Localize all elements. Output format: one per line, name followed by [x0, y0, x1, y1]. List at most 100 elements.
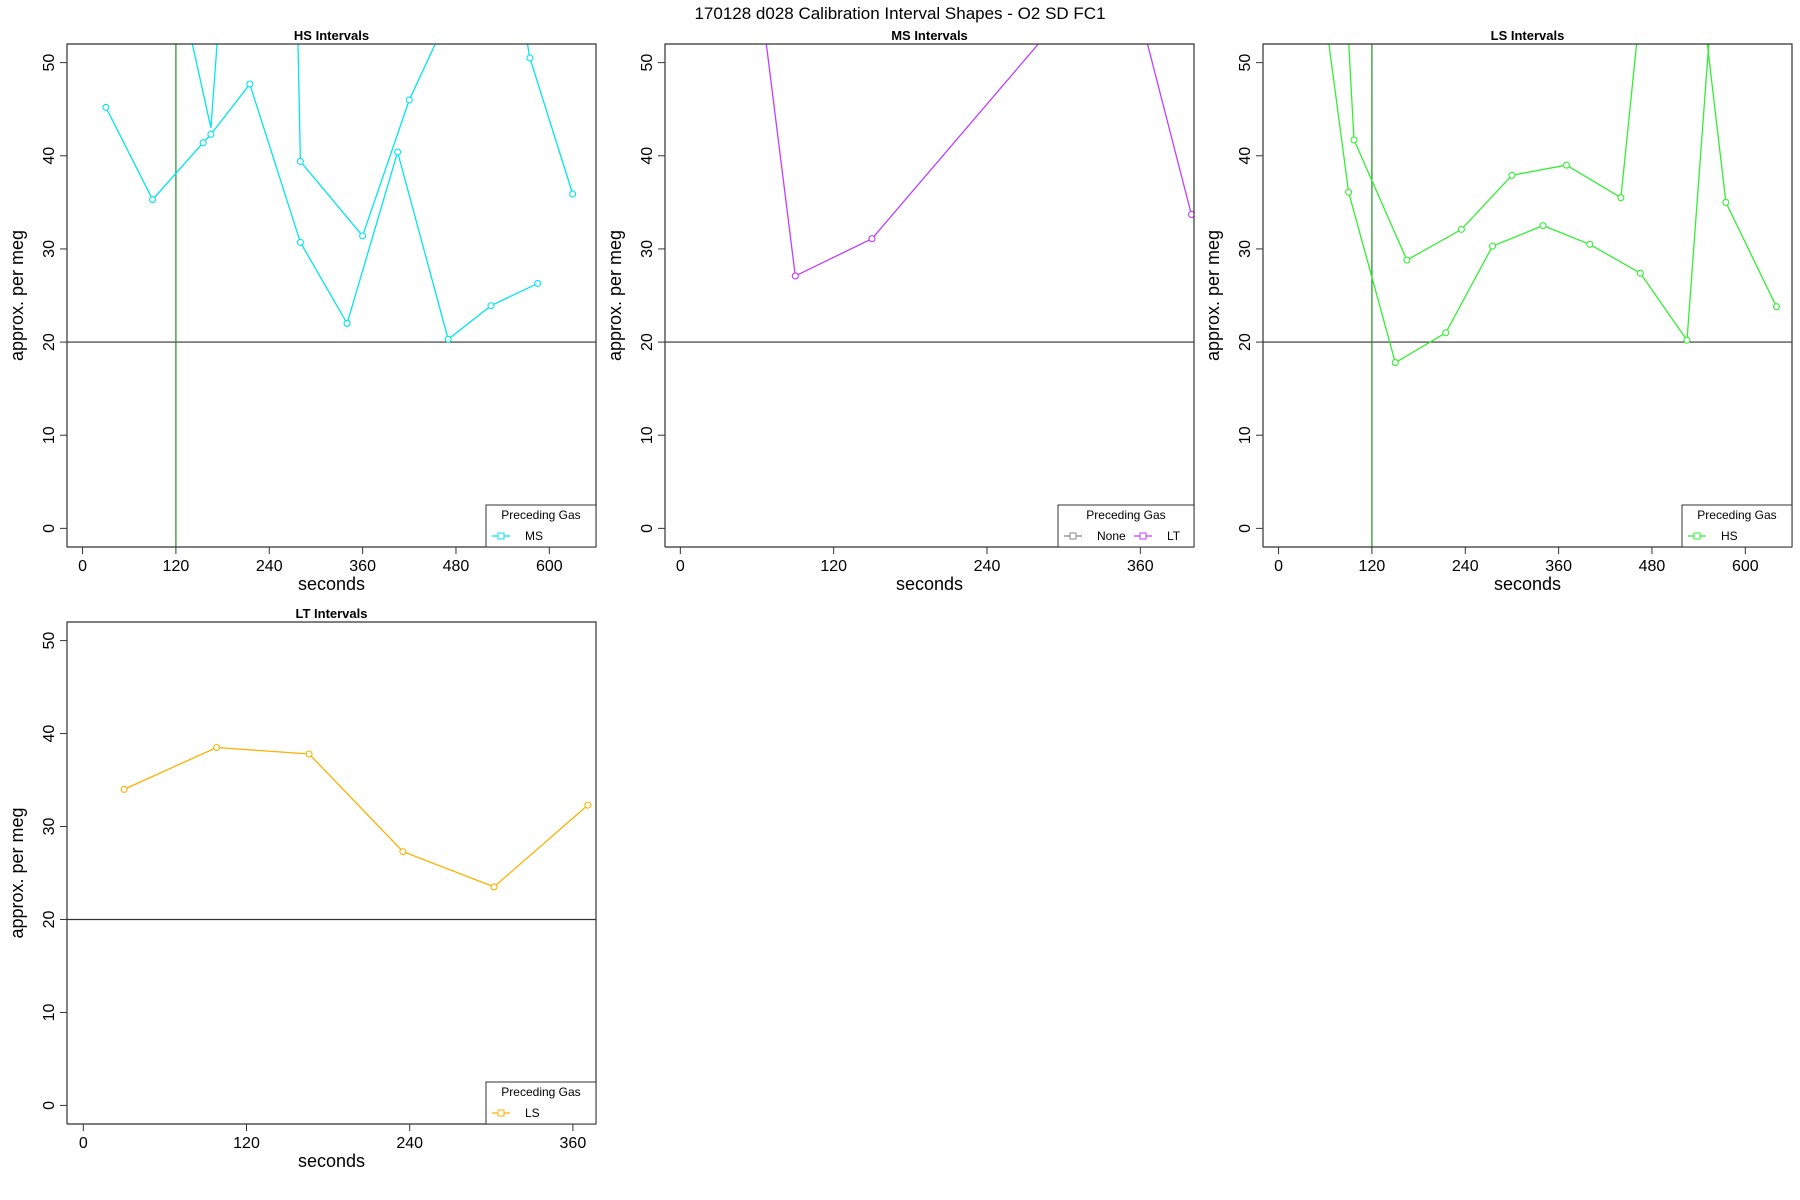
legend: Preceding Gas MS [485, 504, 597, 548]
data-point [1617, 194, 1625, 202]
data-point [1539, 222, 1547, 230]
legend-label: None [1097, 529, 1126, 543]
y-tick-label: 50 [41, 632, 58, 650]
legend-box [1057, 504, 1195, 548]
legend-box [1681, 504, 1793, 548]
data-point [1722, 198, 1730, 206]
data-point [343, 319, 351, 327]
x-tick-label: 600 [1732, 558, 1759, 575]
series-line-lt [765, 44, 1040, 277]
data-point [1636, 269, 1644, 277]
data-point [1683, 336, 1691, 344]
x-tick-label: 0 [676, 558, 685, 575]
y-tick-label: 20 [639, 333, 656, 351]
plot-area [665, 44, 1194, 343]
y-tick-label: 30 [41, 240, 58, 258]
data-point [1350, 136, 1358, 144]
data-point [526, 54, 534, 62]
data-point [1442, 329, 1450, 337]
x-tick-label: 240 [1452, 558, 1479, 575]
legend-swatch-marker [497, 1109, 505, 1117]
data-point [534, 279, 542, 287]
data-point [1403, 256, 1411, 264]
legend-title: Preceding Gas [1086, 508, 1165, 522]
data-point [149, 196, 157, 204]
y-tick-label: 40 [41, 147, 58, 165]
x-tick-label: 120 [1359, 558, 1386, 575]
y-tick-label: 20 [41, 333, 58, 351]
x-tick-label: 240 [396, 1135, 423, 1152]
x-tick-label: 0 [79, 1135, 88, 1152]
panel-4: LT Intervals 0 120 240 360 0 10 20 30 40 50 seconds… [7, 606, 597, 1171]
y-tick-label: 30 [1237, 240, 1254, 258]
plot-area [1263, 44, 1792, 547]
panel-1: HS Intervals 0 120 240 360 480 600 0 10 20 30 40 50 s… [7, 28, 597, 594]
y-tick-label: 20 [41, 910, 58, 928]
data-point [399, 848, 407, 856]
panel-2: MS Intervals 0 120 240 360 0 10 20 30 40 50 seconds… [605, 28, 1195, 594]
y-tick-label: 0 [41, 524, 58, 533]
data-point [584, 801, 592, 809]
x-tick-label: 240 [256, 558, 283, 575]
panel-3: LS Intervals 0 120 240 360 480 600 0 10 20 30 40 50 s… [1203, 28, 1793, 594]
legend-title: Preceding Gas [501, 1085, 580, 1099]
data-point [1345, 188, 1353, 196]
series-line-lt [1146, 44, 1193, 215]
x-tick-label: 0 [1274, 558, 1283, 575]
plot-area [67, 743, 596, 921]
data-point [490, 883, 498, 891]
legend-swatch-marker [1069, 532, 1077, 540]
data-point [487, 302, 495, 310]
x-axis-label: seconds [298, 1151, 365, 1171]
data-point [1562, 161, 1570, 169]
plot-area [67, 44, 596, 547]
series-line-ms [526, 44, 574, 195]
plot-frame [66, 621, 597, 1124]
y-tick-label: 10 [41, 1003, 58, 1021]
legend: Preceding Gas LS [485, 1081, 597, 1125]
series-line-ms [105, 82, 449, 340]
legend: Preceding Gas HS [1681, 504, 1793, 548]
x-tick-label: 120 [820, 558, 847, 575]
data-point [102, 103, 110, 111]
data-point [444, 335, 452, 343]
data-point [791, 272, 799, 280]
legend-swatch-marker [497, 532, 505, 540]
y-tick-label: 30 [639, 240, 656, 258]
y-tick-label: 30 [41, 818, 58, 836]
data-point [296, 238, 304, 246]
legend-label: HS [1721, 529, 1738, 543]
data-point [1586, 240, 1594, 248]
x-axis-label: seconds [1494, 574, 1561, 594]
y-axis-label: approx. per meg [7, 807, 27, 938]
y-tick-label: 50 [639, 54, 656, 72]
y-tick-label: 10 [41, 426, 58, 444]
x-tick-label: 360 [1127, 558, 1154, 575]
panel-title: LT Intervals [295, 606, 367, 621]
legend-label: MS [525, 529, 543, 543]
data-point [207, 130, 215, 138]
plot-frame [1262, 43, 1793, 547]
y-axis-label: approx. per meg [1203, 230, 1223, 361]
series-line-hs [1328, 44, 1710, 364]
data-point [359, 232, 367, 240]
y-tick-label: 0 [639, 524, 656, 533]
x-axis-label: seconds [896, 574, 963, 594]
legend-box [485, 504, 597, 548]
data-point [1391, 359, 1399, 367]
panel-title: HS Intervals [294, 28, 369, 43]
panels: HS Intervals 0 120 240 360 480 600 0 10 20 30 40 50 s… [7, 28, 1793, 1171]
legend-swatch-marker [1693, 532, 1701, 540]
data-point [405, 96, 413, 104]
data-point [868, 235, 876, 243]
x-tick-label: 480 [443, 558, 470, 575]
y-axis-label: approx. per meg [605, 230, 625, 361]
series-line-ms [361, 44, 436, 237]
data-point [1508, 171, 1516, 179]
data-point [305, 750, 313, 758]
x-tick-label: 360 [349, 558, 376, 575]
data-point [120, 785, 128, 793]
legend-swatch-marker [1139, 532, 1147, 540]
x-tick-label: 360 [1545, 558, 1572, 575]
